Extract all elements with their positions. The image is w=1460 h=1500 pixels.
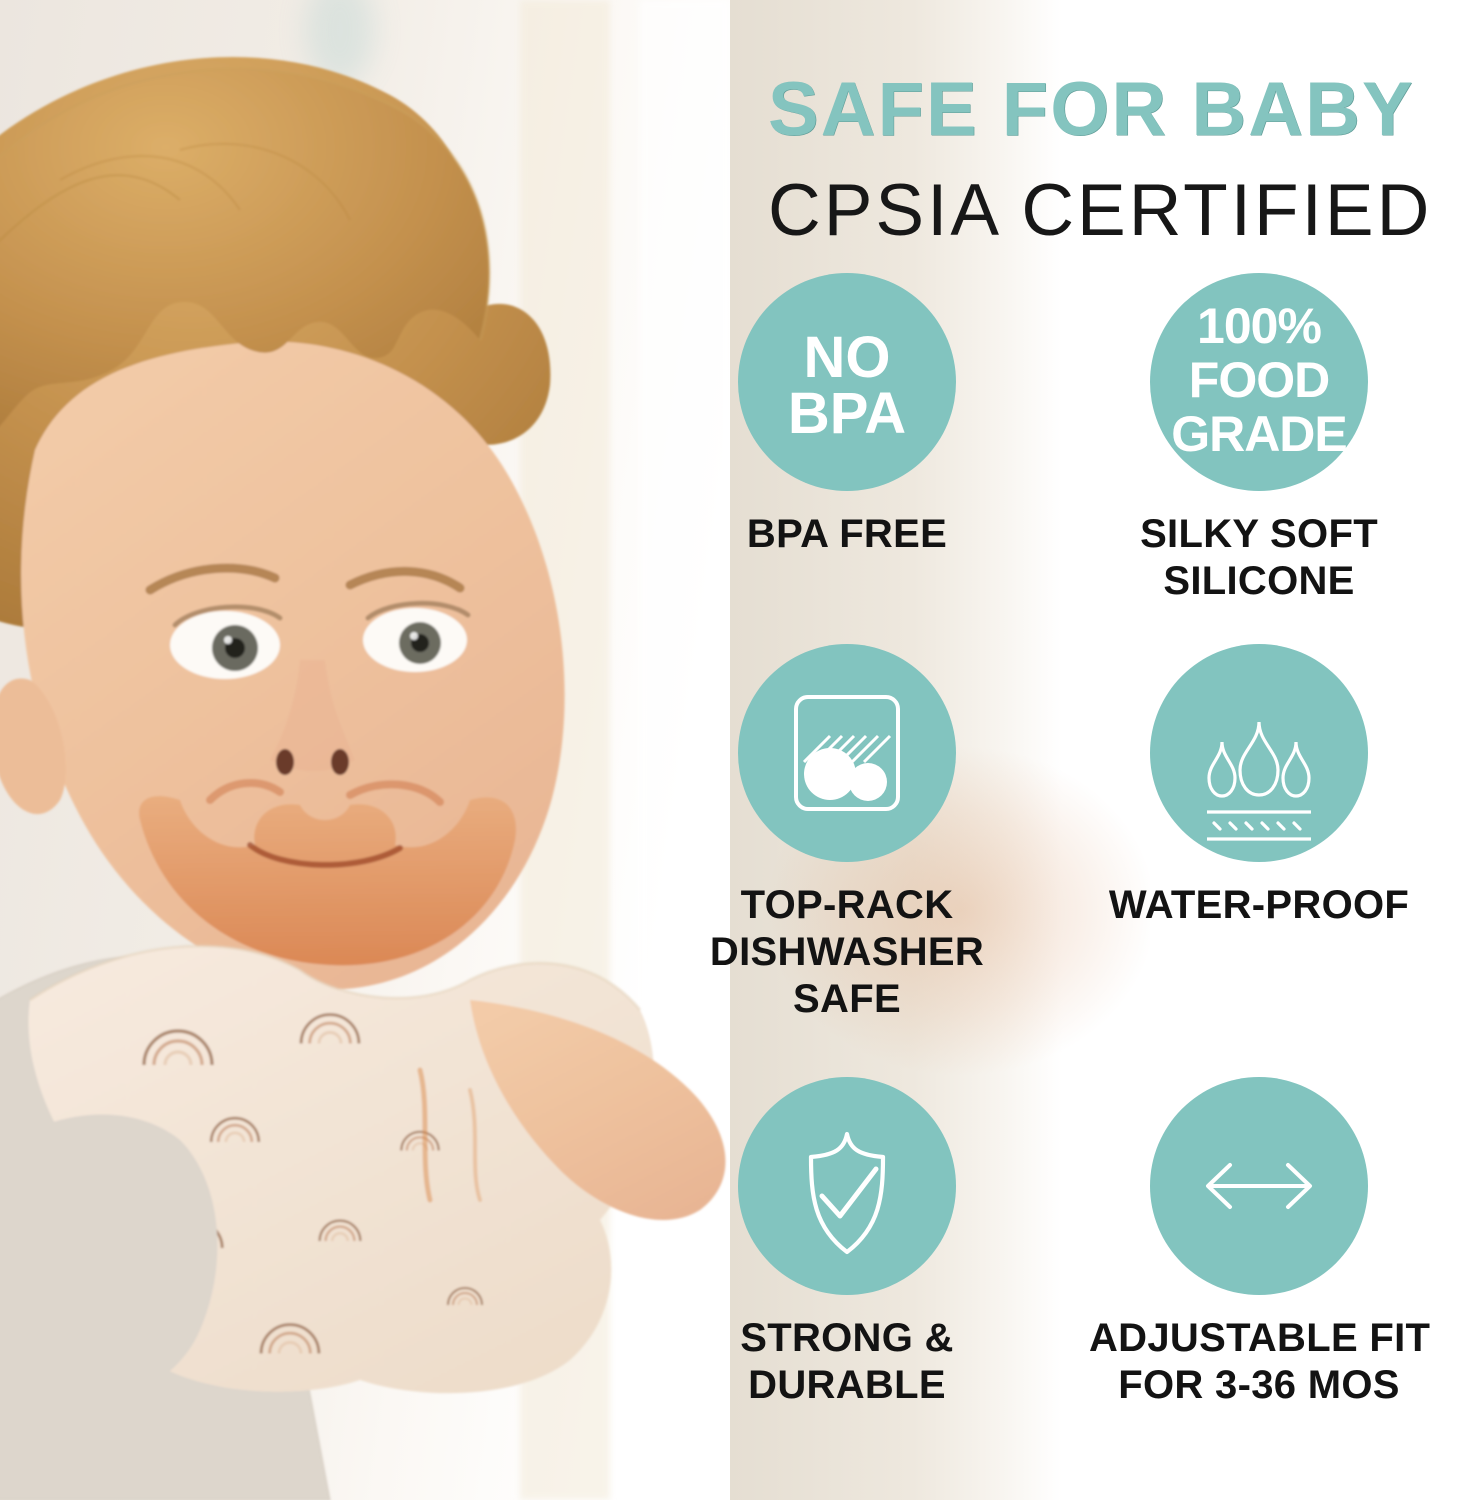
svg-text:GRADE: GRADE bbox=[1171, 406, 1347, 462]
svg-text:100%: 100% bbox=[1197, 298, 1321, 354]
svg-text:FOOD: FOOD bbox=[1189, 352, 1329, 408]
svg-text:BPA: BPA bbox=[788, 381, 906, 446]
